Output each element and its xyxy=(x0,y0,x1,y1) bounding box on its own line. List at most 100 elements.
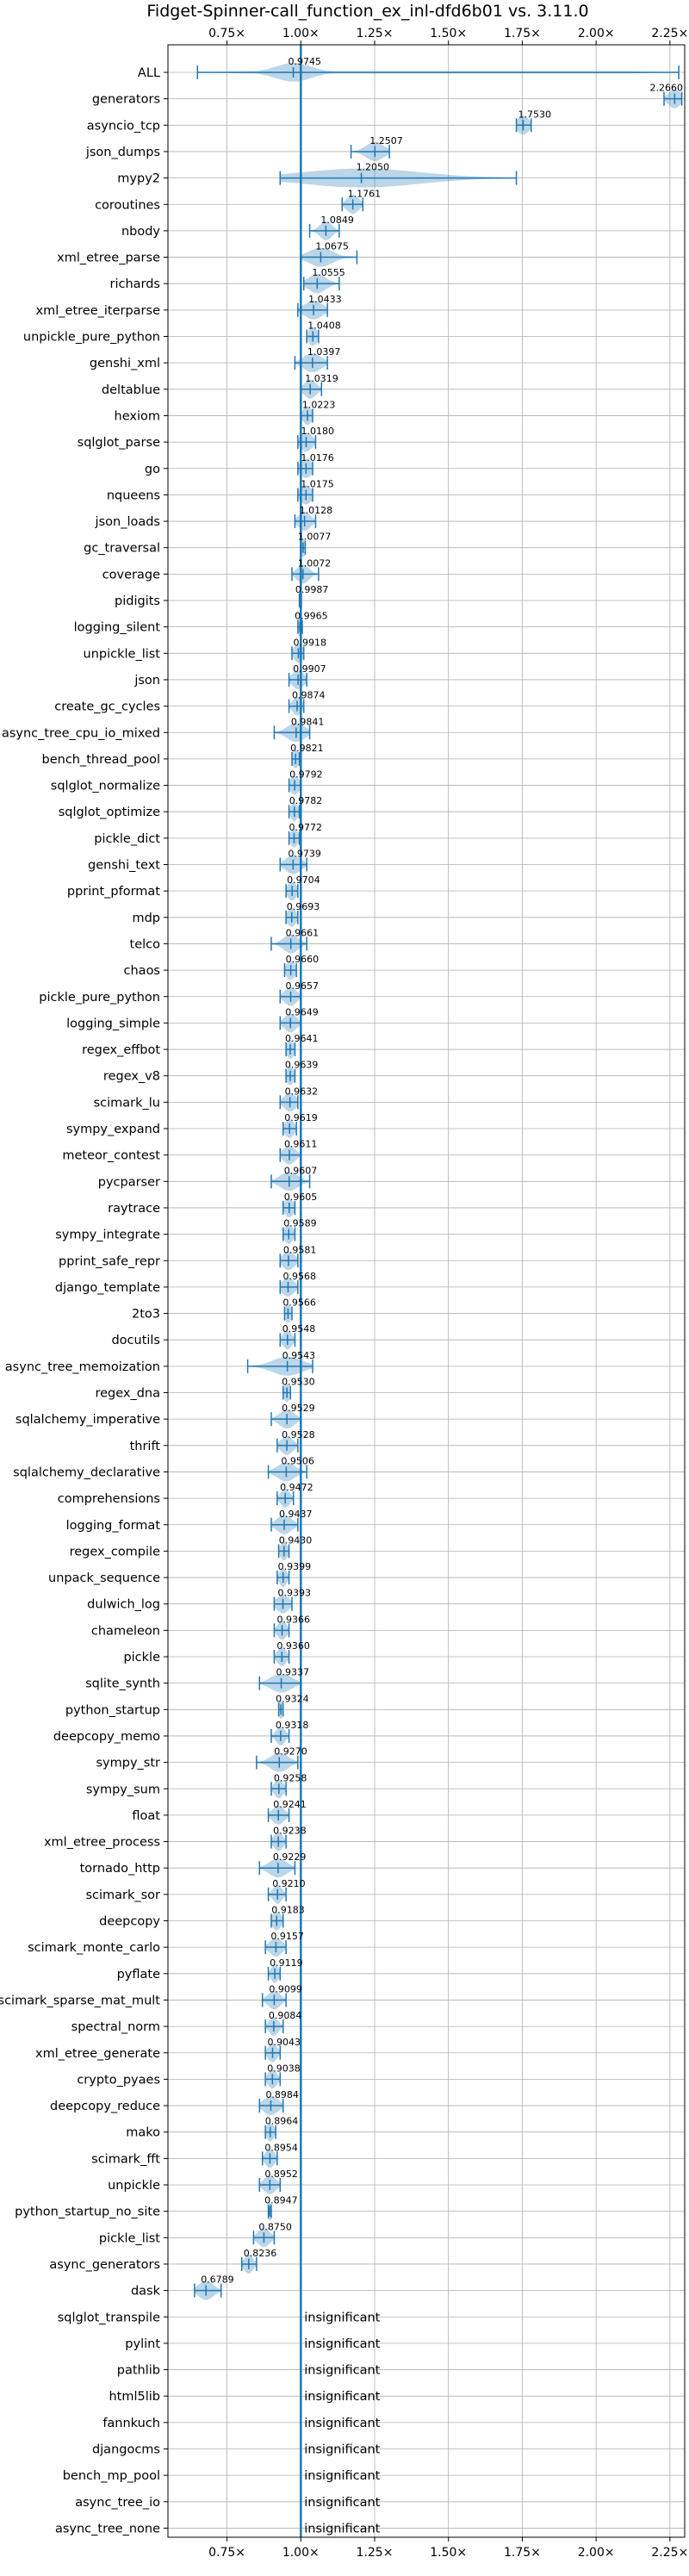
benchmark-label: scimark_fft xyxy=(91,2152,160,2166)
benchmark-label: pathlib xyxy=(117,2364,160,2378)
benchmark-label: bench_thread_pool xyxy=(42,753,160,767)
tick-layer: 0.75× 0.75× 1.00× 1.00× 1.25× 1.25× 1.50× 1.50×… xyxy=(164,27,688,2560)
value-label: 0.9589 xyxy=(283,1218,317,1229)
benchmark-label: pprint_pformat xyxy=(67,885,160,899)
benchmark-row: pylint insignificant xyxy=(125,2337,380,2351)
benchmark-row: xml_etree_generate 0.9043 xyxy=(35,2037,301,2063)
benchmark-row: bench_mp_pool insignificant xyxy=(63,2469,381,2483)
benchmark-row: async_tree_none insignificant xyxy=(55,2522,381,2536)
value-label: 0.6789 xyxy=(201,2274,233,2286)
benchmark-label: regex_dna xyxy=(95,1387,160,1401)
value-label: 2.2660 xyxy=(650,83,684,94)
benchmark-row: sqlalchemy_declarative 0.9506 xyxy=(13,1455,314,1482)
value-label: 0.9043 xyxy=(267,2037,301,2048)
benchmark-label: json xyxy=(133,674,160,688)
benchmark-label: deepcopy_reduce xyxy=(50,2100,160,2113)
benchmark-row: crypto_pyaes 0.9038 xyxy=(77,2063,301,2089)
value-label: 0.8750 xyxy=(258,2221,292,2232)
benchmark-row: richards 1.0555 xyxy=(109,267,345,294)
benchmark-row: pickle_dict 0.9772 xyxy=(94,822,322,848)
value-label: 0.9258 xyxy=(274,1772,307,1783)
benchmark-label: xml_etree_process xyxy=(44,1836,160,1850)
insignificant-label: insignificant xyxy=(304,2337,380,2351)
value-label: 0.9782 xyxy=(289,795,323,806)
x-tick-label-top: 2.00× xyxy=(578,27,615,40)
benchmark-label: crypto_pyaes xyxy=(77,2073,160,2087)
x-tick-label-top: 0.75× xyxy=(208,27,245,40)
x-tick-label-top: 2.25× xyxy=(651,27,688,40)
value-label: 0.9619 xyxy=(284,1112,318,1123)
value-label: 0.9318 xyxy=(276,1720,309,1731)
benchmark-row: ALL 0.9745 xyxy=(138,56,680,82)
x-tick-label-bottom: 2.25× xyxy=(651,2546,688,2560)
benchmark-label: pprint_safe_repr xyxy=(59,1254,160,1268)
benchmark-row: async_tree_io insignificant xyxy=(75,2496,380,2510)
benchmark-label: xml_etree_generate xyxy=(35,2047,160,2061)
benchmark-row: djangocms insignificant xyxy=(92,2443,381,2457)
benchmark-label: pickle_dict xyxy=(94,832,160,846)
value-label: 1.2507 xyxy=(369,135,403,146)
value-label: 0.9907 xyxy=(293,663,326,675)
value-label: 1.0072 xyxy=(298,557,332,569)
value-label: 0.9581 xyxy=(283,1244,317,1255)
benchmark-row: genshi_text 0.9739 xyxy=(88,849,321,874)
benchmark-row: mdp 0.9693 xyxy=(132,901,320,927)
value-label: 1.0176 xyxy=(301,452,334,464)
benchmark-row: unpack_sequence 0.9399 xyxy=(48,1561,311,1587)
benchmark-label: html5lib xyxy=(109,2390,160,2404)
benchmark-label: async_tree_io xyxy=(75,2496,160,2510)
value-label: 1.0180 xyxy=(301,426,334,437)
benchmark-label: djangocms xyxy=(92,2443,160,2457)
grid-layer xyxy=(168,45,685,2537)
benchmark-row: sympy_str 0.9270 xyxy=(96,1746,307,1772)
benchmark-label: sqlglot_normalize xyxy=(51,780,160,793)
benchmark-label: pickle_pure_python xyxy=(39,991,160,1005)
benchmark-row: async_tree_memoization 0.9543 xyxy=(5,1350,315,1376)
benchmark-row: pathlib insignificant xyxy=(117,2364,381,2378)
benchmark-row: python_startup 0.9324 xyxy=(65,1693,309,1720)
benchmark-row: sqlglot_normalize 0.9792 xyxy=(51,769,323,795)
insignificant-label: insignificant xyxy=(304,2496,380,2510)
benchmark-row: xml_etree_process 0.9238 xyxy=(44,1826,307,1851)
benchmark-row: chameleon 0.9366 xyxy=(91,1614,310,1640)
value-label: 0.9229 xyxy=(273,1851,307,1863)
value-label: 0.8964 xyxy=(265,2116,299,2127)
benchmark-label: sqlglot_optimize xyxy=(59,806,160,819)
benchmark-label: regex_effbot xyxy=(82,1043,160,1057)
plot-frame xyxy=(167,44,686,2538)
value-label: 0.9605 xyxy=(284,1192,318,1203)
benchmark-row: deepcopy_memo 0.9318 xyxy=(53,1720,309,1745)
value-label: 1.0555 xyxy=(312,267,345,278)
benchmark-row: django_template 0.9568 xyxy=(55,1271,316,1297)
benchmark-label: fannkuch xyxy=(102,2417,160,2430)
benchmark-row: logging_format 0.9437 xyxy=(66,1509,312,1534)
benchmark-label: sympy_sum xyxy=(86,1783,160,1796)
value-label: 0.8236 xyxy=(244,2248,277,2259)
benchmark-label: logging_simple xyxy=(66,1017,160,1030)
benchmark-label: dulwich_log xyxy=(87,1598,160,1612)
value-label: 0.9660 xyxy=(286,954,320,965)
benchmark-row: python_startup_no_site 0.8947 xyxy=(15,2195,298,2221)
benchmark-label: scimark_sparse_mat_mult xyxy=(0,1994,160,2007)
value-label: 0.9745 xyxy=(289,56,322,67)
benchmark-label: pidigits xyxy=(115,594,160,608)
benchmark-row: docutils 0.9548 xyxy=(111,1323,315,1350)
value-label: 0.9649 xyxy=(285,1006,319,1017)
benchmark-row: dulwich_log 0.9393 xyxy=(87,1588,311,1614)
value-label: 0.8952 xyxy=(264,2168,298,2180)
benchmark-row: telco 0.9661 xyxy=(130,927,319,954)
value-label: 0.9792 xyxy=(289,769,323,781)
insignificant-label: insignificant xyxy=(304,2443,380,2457)
value-label: 0.9119 xyxy=(270,1957,303,1969)
benchmark-row: meteor_contest 0.9611 xyxy=(62,1139,317,1165)
benchmark-row: hexiom 1.0223 xyxy=(115,399,335,426)
benchmark-row: 2to3 0.9566 xyxy=(132,1297,316,1323)
benchmark-row: fannkuch insignificant xyxy=(102,2417,380,2430)
benchmark-row: regex_dna 0.9530 xyxy=(95,1377,315,1403)
benchmark-label: sqlglot_transpile xyxy=(58,2311,160,2324)
value-label: 0.9657 xyxy=(286,980,320,992)
benchmark-row: xml_etree_parse 1.0675 xyxy=(57,241,358,267)
value-label: 0.8947 xyxy=(264,2195,298,2206)
x-tick-label-top: 1.75× xyxy=(504,27,541,40)
benchmark-label: json_loads xyxy=(95,515,160,529)
